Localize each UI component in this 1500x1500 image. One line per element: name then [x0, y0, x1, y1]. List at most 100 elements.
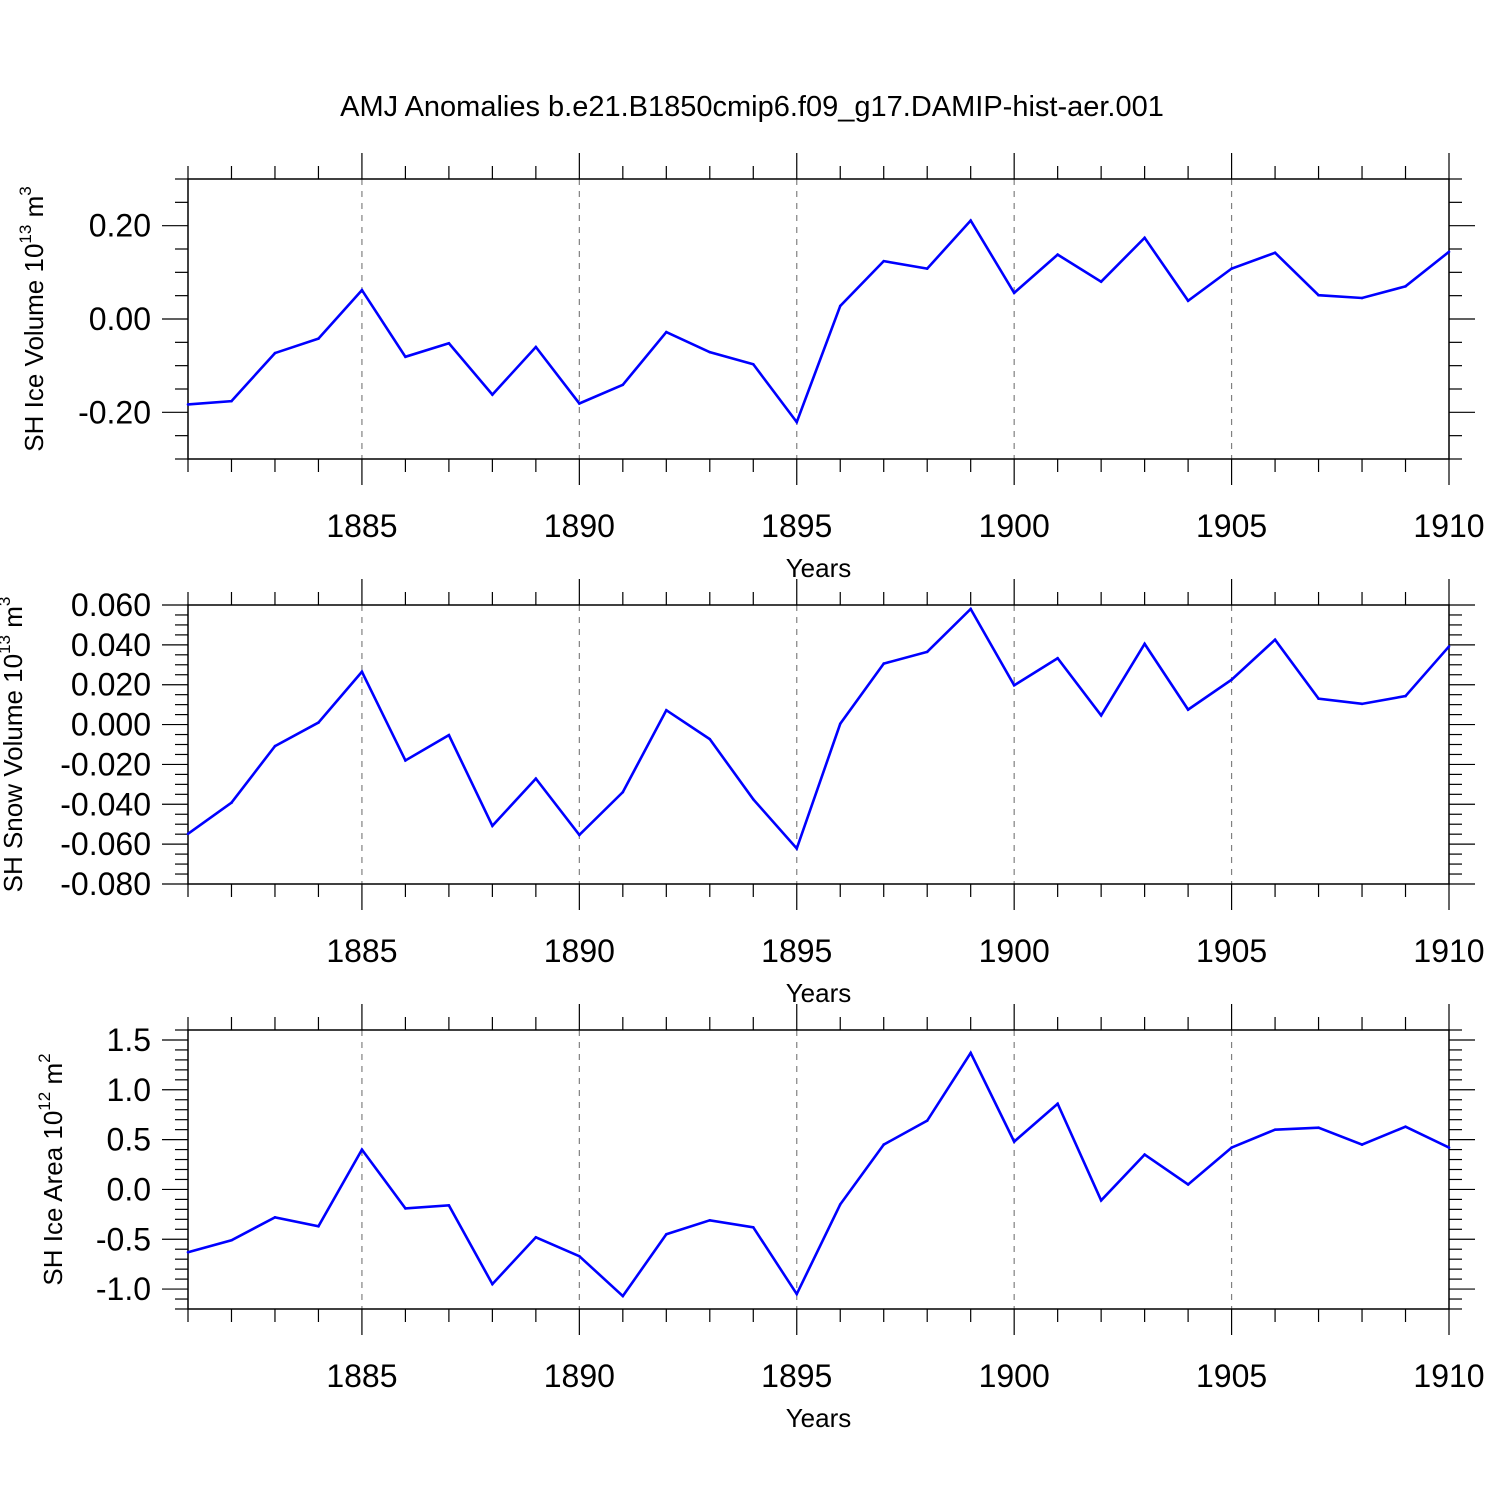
data-point-1881	[186, 1250, 190, 1254]
data-point-1881	[186, 832, 190, 836]
data-point-1885	[360, 1148, 364, 1151]
data-point-1890	[578, 1254, 581, 1258]
data-point-1884	[317, 721, 320, 724]
data-point-1902	[1099, 714, 1103, 717]
data-point-1885	[360, 670, 364, 674]
data-point-1896	[838, 722, 842, 726]
series-line	[187, 606, 1450, 852]
data-point-1906	[1273, 638, 1277, 641]
y-axis-title-unit: m	[0, 606, 28, 635]
chart-panel-1: -0.20 0.00 0.20 1885 1890 1895 1900 1905 1910 Yea…	[16, 153, 1485, 583]
y-axis-title-text: SH Snow Volume 10	[0, 654, 28, 892]
data-point-1905	[1230, 1146, 1233, 1149]
data-point-1896	[838, 1203, 842, 1206]
data-point-1892	[665, 330, 668, 334]
data-point-1882	[230, 1238, 233, 1242]
data-point-1895	[795, 420, 799, 424]
y-axis-title: SH Snow Volume 1013 m3	[0, 597, 28, 893]
x-tick-label: 1885	[326, 933, 397, 969]
data-point-1909	[1404, 694, 1407, 698]
y-axis-title-text: SH Ice Volume 10	[19, 244, 49, 452]
data-point-1886	[404, 355, 407, 359]
y-axis-title-unit-exponent: 3	[16, 186, 35, 195]
data-point-1904	[1186, 708, 1190, 711]
data-point-1890	[578, 402, 581, 405]
data-point-1902	[1099, 280, 1103, 283]
data-point-1903	[1143, 642, 1146, 646]
y-axis-title-exponent: 13	[0, 635, 14, 654]
plot-frame	[187, 604, 1450, 885]
data-point-1909	[1404, 1125, 1407, 1128]
data-point-1898	[925, 267, 929, 270]
x-axis-title: Years	[786, 1403, 852, 1433]
x-tick-label: 1905	[1196, 933, 1267, 969]
data-point-1904	[1186, 1183, 1190, 1186]
data-point-1889	[534, 345, 538, 349]
x-tick-label: 1890	[544, 1358, 615, 1394]
data-point-1887	[447, 733, 451, 737]
y-tick-label: 0.20	[89, 208, 151, 244]
x-tick-label: 1895	[761, 933, 832, 969]
y-tick-label: 0.060	[71, 587, 151, 623]
data-point-1891	[621, 383, 625, 387]
data-point-1884	[317, 1224, 320, 1228]
data-point-1884	[317, 337, 320, 340]
data-point-1898	[925, 650, 929, 654]
y-axis-title-unit: m	[19, 196, 49, 225]
data-point-1897	[882, 1143, 886, 1146]
y-tick-label: -0.060	[60, 826, 151, 862]
data-point-1899	[969, 1051, 972, 1055]
data-point-1886	[404, 1207, 407, 1210]
x-tick-label: 1900	[979, 508, 1050, 544]
x-tick-label: 1885	[326, 1358, 397, 1394]
data-point-1907	[1317, 1126, 1320, 1129]
series-line	[187, 218, 1450, 425]
y-tick-label: -0.5	[96, 1221, 151, 1257]
plot-frame	[187, 178, 1450, 460]
data-point-1903	[1143, 236, 1146, 240]
x-tick-label: 1900	[979, 933, 1050, 969]
data-point-1893	[708, 1219, 712, 1222]
data-point-1891	[621, 790, 625, 794]
y-tick-label: -0.20	[78, 394, 151, 430]
data-point-1896	[838, 304, 842, 308]
data-point-1908	[1360, 296, 1364, 300]
x-tick-label: 1895	[761, 1358, 832, 1394]
y-tick-label: 0.000	[71, 707, 151, 743]
data-point-1883	[273, 1216, 277, 1219]
y-axis-title-text: SH Ice Area 10	[38, 1111, 68, 1286]
y-tick-label: 1.5	[107, 1022, 151, 1058]
y-tick-label: 0.040	[71, 627, 151, 663]
x-tick-label: 1910	[1413, 933, 1484, 969]
data-point-1887	[447, 341, 451, 345]
y-tick-label: -1.0	[96, 1271, 151, 1307]
y-tick-label: 0.0	[107, 1171, 151, 1207]
x-tick-label: 1900	[979, 1358, 1050, 1394]
data-point-1892	[665, 708, 668, 712]
data-point-1894	[751, 362, 755, 366]
data-point-1899	[969, 607, 972, 611]
data-point-1910	[1447, 1146, 1451, 1149]
data-point-1888	[491, 393, 494, 396]
data-point-1908	[1360, 702, 1364, 706]
data-point-1893	[708, 737, 712, 741]
y-axis-title-exponent: 12	[35, 1092, 54, 1111]
x-tick-label: 1885	[326, 508, 397, 544]
data-point-1889	[534, 777, 538, 780]
data-point-1905	[1230, 267, 1233, 270]
data-point-1883	[273, 744, 277, 748]
data-point-1907	[1317, 697, 1320, 700]
data-point-1885	[360, 288, 364, 292]
y-tick-label: 0.00	[89, 301, 151, 337]
data-point-1895	[795, 1292, 799, 1296]
data-point-1902	[1099, 1199, 1103, 1202]
series-line	[187, 1050, 1450, 1299]
y-axis-title: SH Ice Volume 1013 m3	[16, 186, 49, 451]
data-point-1903	[1143, 1153, 1146, 1156]
data-point-1895	[795, 847, 799, 850]
x-tick-label: 1895	[761, 508, 832, 544]
y-axis-title-exponent: 13	[16, 225, 35, 244]
data-point-1882	[230, 801, 233, 804]
y-tick-label: 1.0	[107, 1072, 151, 1108]
